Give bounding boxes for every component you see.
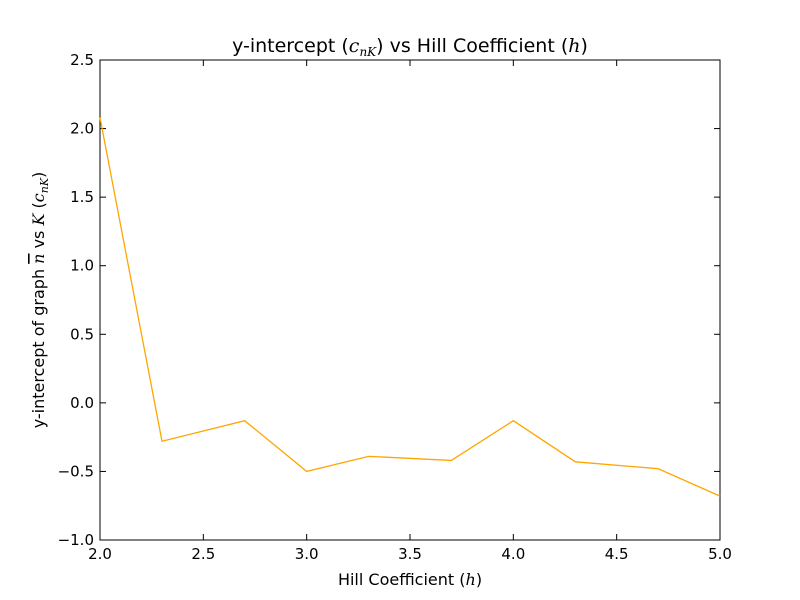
y-tick-label: 1.0	[70, 257, 94, 275]
x-axis: 2.0 2.5 3.0 3.5 4.0 4.5 5.0	[88, 60, 732, 563]
y-tick-label: 0.5	[70, 325, 94, 343]
y-tick-label: 1.5	[70, 188, 94, 206]
y-axis: −1.0 −0.5 0.0 0.5 1.0 1.5 2.0 2.5	[58, 51, 720, 549]
x-tick-label: 2.5	[191, 545, 215, 563]
x-tick-label: 5.0	[708, 545, 732, 563]
data-points	[99, 117, 721, 497]
x-axis-label: Hill Coefficient (h)	[338, 570, 482, 589]
plot-area	[99, 59, 721, 541]
y-tick-label: −1.0	[58, 531, 94, 549]
x-tick-label: 2.0	[88, 545, 112, 563]
y-tick-label: 2.0	[70, 120, 94, 138]
y-tick-label: 2.5	[70, 51, 94, 69]
y-tick-label: 0.0	[70, 394, 94, 412]
x-tick-label: 4.0	[501, 545, 525, 563]
x-tick-label: 3.5	[398, 545, 422, 563]
x-tick-label: 3.0	[295, 545, 319, 563]
x-tick-label: 4.5	[605, 545, 629, 563]
y-axis-label: y-intercept of graph n vs K (cnK)	[29, 172, 51, 429]
series-line	[99, 117, 721, 497]
chart-title: y-intercept (cnK) vs Hill Coefficient (h…	[232, 35, 588, 59]
y-tick-label: −0.5	[58, 462, 94, 480]
